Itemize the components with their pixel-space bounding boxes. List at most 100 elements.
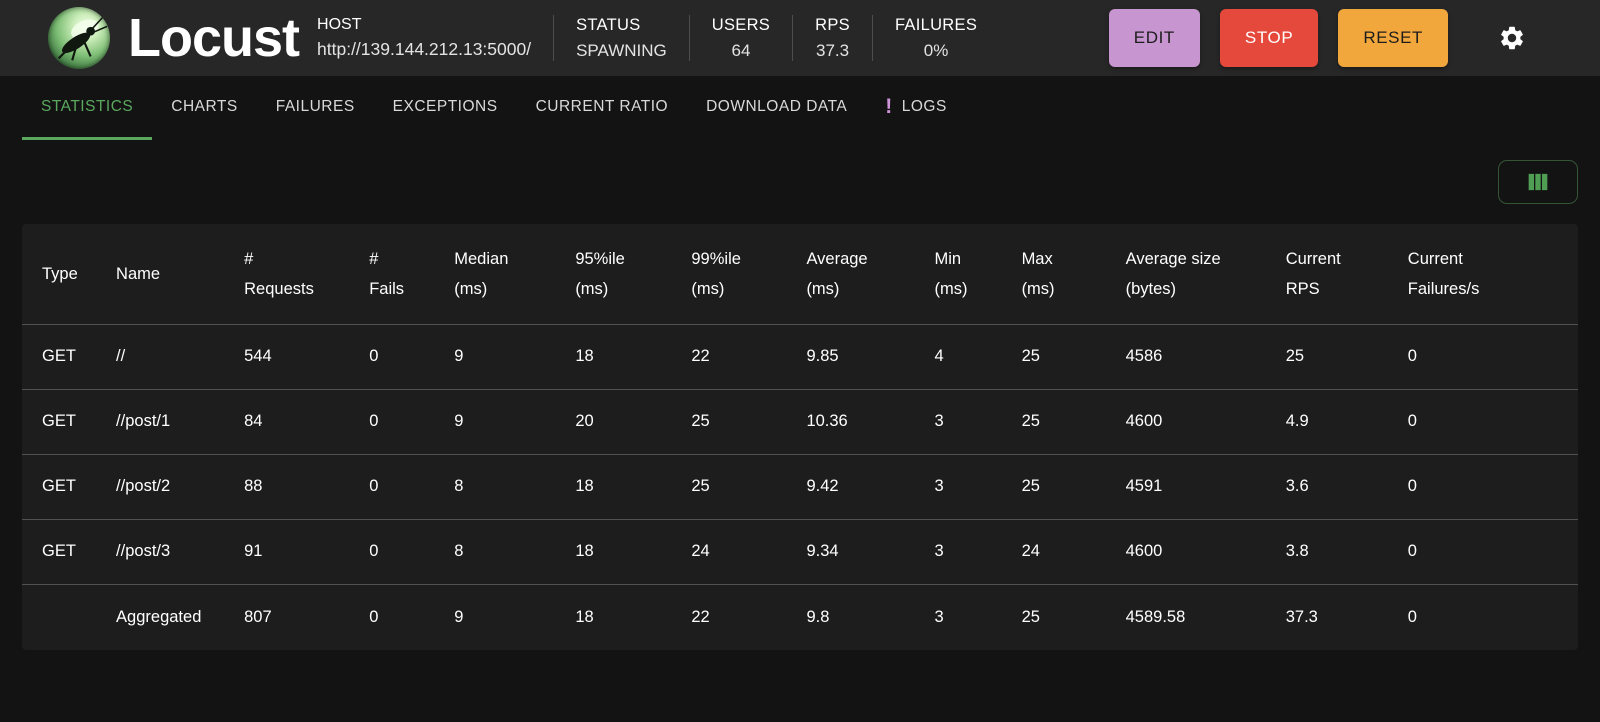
column-header-type[interactable]: Type <box>22 224 100 324</box>
table-cell: 84 <box>228 388 354 454</box>
edit-button[interactable]: EDIT <box>1108 9 1200 67</box>
column-header-name[interactable]: Name <box>100 224 228 324</box>
table-row: GET//post/1 84 0 9 20 25 10.36 3 25 4600 4.9 0 <box>22 388 1578 454</box>
header-stats: STATUS SPAWNING USERS 64 RPS 37.3 FAILURES 0% <box>553 0 999 76</box>
table-cell: 8 <box>438 518 560 584</box>
table-cell: 544 <box>228 323 354 389</box>
column-header-line1: Current <box>1407 249 1463 268</box>
tab-label: EXCEPTIONS <box>392 97 498 115</box>
table-cell: 24 <box>675 518 791 584</box>
tab-label: FAILURES <box>275 97 355 115</box>
table-cell: 0 <box>1391 583 1578 650</box>
column-header-line1: Average <box>806 249 868 268</box>
column-header-line1: Current <box>1285 249 1341 268</box>
aggregated-row: Aggregated 807 0 9 18 22 9.8 3 25 4589.58 37.3 0 <box>22 583 1578 650</box>
column-header-max[interactable]: Max (ms) <box>1006 224 1110 324</box>
header-divider <box>792 15 794 61</box>
tab-current-ratio[interactable]: CURRENT RATIO <box>517 76 688 140</box>
column-header-line2: Fails <box>369 279 405 298</box>
stat-failures: FAILURES 0% <box>873 16 999 61</box>
stat-label: STATUS <box>576 15 641 34</box>
table-cell: 25 <box>1005 323 1110 389</box>
table-body: GET//544 0 9 18 22 9.85 4 25 4586 25 0 GET//post/1 8… <box>22 323 1578 650</box>
table-cell: 0 <box>353 453 439 519</box>
tab-logs[interactable]: ! LOGS <box>866 76 966 140</box>
table-toolbar <box>0 140 1600 224</box>
column-header-min[interactable]: Min (ms) <box>919 224 1006 324</box>
header-divider <box>688 15 690 61</box>
column-header-line2: Failures/s <box>1407 279 1480 298</box>
table-row: GET//post/2 88 0 8 18 25 9.42 3 25 4591 3.6 0 <box>22 453 1578 519</box>
host-value: http://139.144.212.13:5000/ <box>317 39 532 59</box>
column-header-line2: (ms) <box>806 279 840 298</box>
table-cell: 0 <box>353 583 439 650</box>
settings-gear-icon[interactable] <box>1494 20 1530 56</box>
statistics-table: Type Name # Requests # Fails Median (ms) 95%ile (… <box>22 224 1578 650</box>
top-bar: Locust HOST http://139.144.212.13:5000/ … <box>0 0 1600 76</box>
table-cell: 18 <box>559 453 676 519</box>
table-cell: 22 <box>675 323 791 389</box>
table-cell: 3 <box>918 388 1006 454</box>
table-header-row: Type Name # Requests # Fails Median (ms) 95%ile (… <box>22 224 1578 324</box>
table-cell: 0 <box>353 518 439 584</box>
column-header-line1: # <box>369 249 379 268</box>
stop-button[interactable]: STOP <box>1219 9 1319 67</box>
app-title: Locust <box>128 8 300 68</box>
column-header-95-ile[interactable]: 95%ile (ms) <box>559 224 675 324</box>
tab-label: STATISTICS <box>41 97 134 115</box>
view-columns-icon <box>1528 173 1548 191</box>
view-columns-button[interactable] <box>1498 160 1578 204</box>
stat-users: USERS 64 <box>690 16 792 61</box>
column-header-line1: Max <box>1021 249 1053 268</box>
column-header-current[interactable]: Current Failures/s <box>1392 224 1578 324</box>
stat-label: USERS <box>711 15 771 34</box>
table-cell: 4600 <box>1109 518 1270 584</box>
tab-download-data[interactable]: DOWNLOAD DATA <box>687 76 866 140</box>
stat-value: 37.3 <box>815 40 850 60</box>
table-cell: 0 <box>1391 388 1578 454</box>
table-cell: 0 <box>353 323 439 389</box>
table-cell: 25 <box>1005 583 1110 650</box>
table-cell: 25 <box>675 388 791 454</box>
column-header--[interactable]: # Requests <box>228 224 353 324</box>
column-header-99-ile[interactable]: 99%ile (ms) <box>675 224 790 324</box>
table-cell: // <box>100 323 229 389</box>
reset-button[interactable]: RESET <box>1338 9 1448 67</box>
logs-alert-icon: ! <box>885 95 893 118</box>
stat-label: FAILURES <box>894 15 978 34</box>
tab-failures[interactable]: FAILURES <box>257 76 374 140</box>
column-header-average-size[interactable]: Average size (bytes) <box>1110 224 1270 324</box>
table-cell: 9 <box>438 583 560 650</box>
tab-label: CURRENT RATIO <box>535 97 669 115</box>
stat-status: STATUS SPAWNING <box>554 16 689 61</box>
column-header-line1: Name <box>116 264 161 283</box>
header-divider <box>871 15 873 61</box>
table-cell: 9.8 <box>790 583 919 650</box>
host-info: HOST http://139.144.212.13:5000/ <box>317 16 531 60</box>
tab-charts[interactable]: CHARTS <box>152 76 256 140</box>
table-cell: Aggregated <box>100 583 229 650</box>
column-header-line1: Type <box>42 264 78 283</box>
table-cell: 4591 <box>1109 453 1270 519</box>
column-header-line1: 95%ile <box>575 249 625 268</box>
column-header--[interactable]: # Fails <box>353 224 438 324</box>
table-cell: 3 <box>918 518 1006 584</box>
statistics-table-container: Type Name # Requests # Fails Median (ms) 95%ile (… <box>22 224 1578 650</box>
tab-statistics[interactable]: STATISTICS <box>22 76 153 140</box>
table-cell: GET <box>22 323 101 389</box>
table-cell: 25 <box>675 453 791 519</box>
column-header-line2: (ms) <box>454 279 488 298</box>
table-cell: 25 <box>1005 388 1110 454</box>
table-cell: 88 <box>228 453 354 519</box>
table-cell: 4600 <box>1109 388 1270 454</box>
column-header-current[interactable]: Current RPS <box>1270 224 1392 324</box>
column-header-median[interactable]: Median (ms) <box>438 224 559 324</box>
table-cell: GET <box>22 518 101 584</box>
column-header-line1: # <box>244 249 254 268</box>
table-cell: 20 <box>559 388 676 454</box>
tab-exceptions[interactable]: EXCEPTIONS <box>374 76 517 140</box>
header-divider <box>553 15 555 61</box>
table-cell: 3 <box>918 583 1006 650</box>
column-header-average[interactable]: Average (ms) <box>790 224 918 324</box>
column-header-line1: Average size <box>1125 249 1221 268</box>
